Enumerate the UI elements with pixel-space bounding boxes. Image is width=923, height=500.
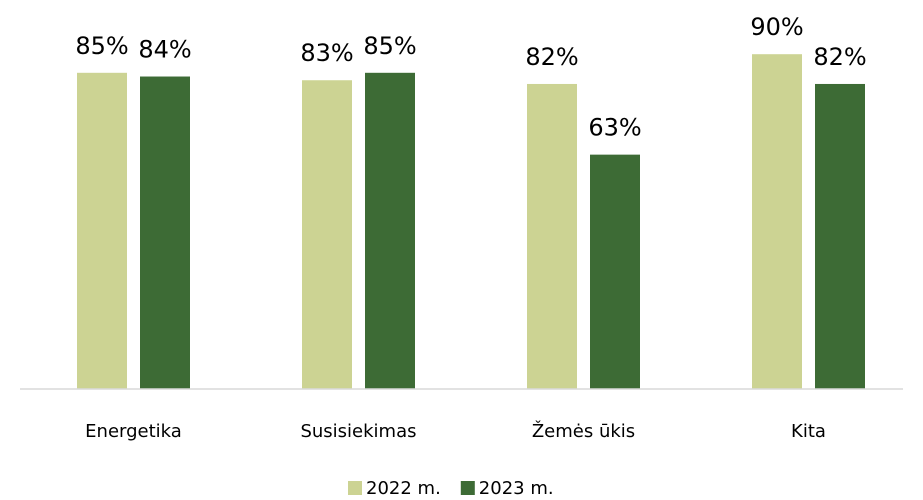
legend-swatch: [460, 481, 475, 495]
data-label: 84%: [138, 36, 191, 64]
data-label: 85%: [75, 32, 128, 60]
data-label: 82%: [813, 43, 866, 71]
bar: [302, 80, 352, 390]
bar: [527, 83, 577, 390]
legend-swatch: [348, 481, 362, 495]
x-tick-label: Žemės ūkis: [532, 420, 635, 442]
x-tick-label: Energetika: [85, 421, 182, 442]
bar: [590, 154, 640, 389]
bar: [77, 72, 127, 390]
bar: [752, 54, 802, 389]
data-label: 63%: [588, 114, 641, 142]
data-label: 85%: [363, 32, 416, 60]
data-label: 82%: [525, 43, 578, 71]
bar: [140, 76, 190, 390]
bar: [815, 83, 865, 390]
x-tick-label: Susisiekimas: [300, 421, 416, 442]
legend-label: 2023 m.: [479, 478, 554, 499]
data-label: 83%: [300, 39, 353, 67]
data-label: 90%: [750, 13, 803, 41]
bar: [365, 72, 415, 390]
x-tick-label: Kita: [791, 421, 826, 442]
legend-label: 2022 m.: [366, 478, 441, 499]
